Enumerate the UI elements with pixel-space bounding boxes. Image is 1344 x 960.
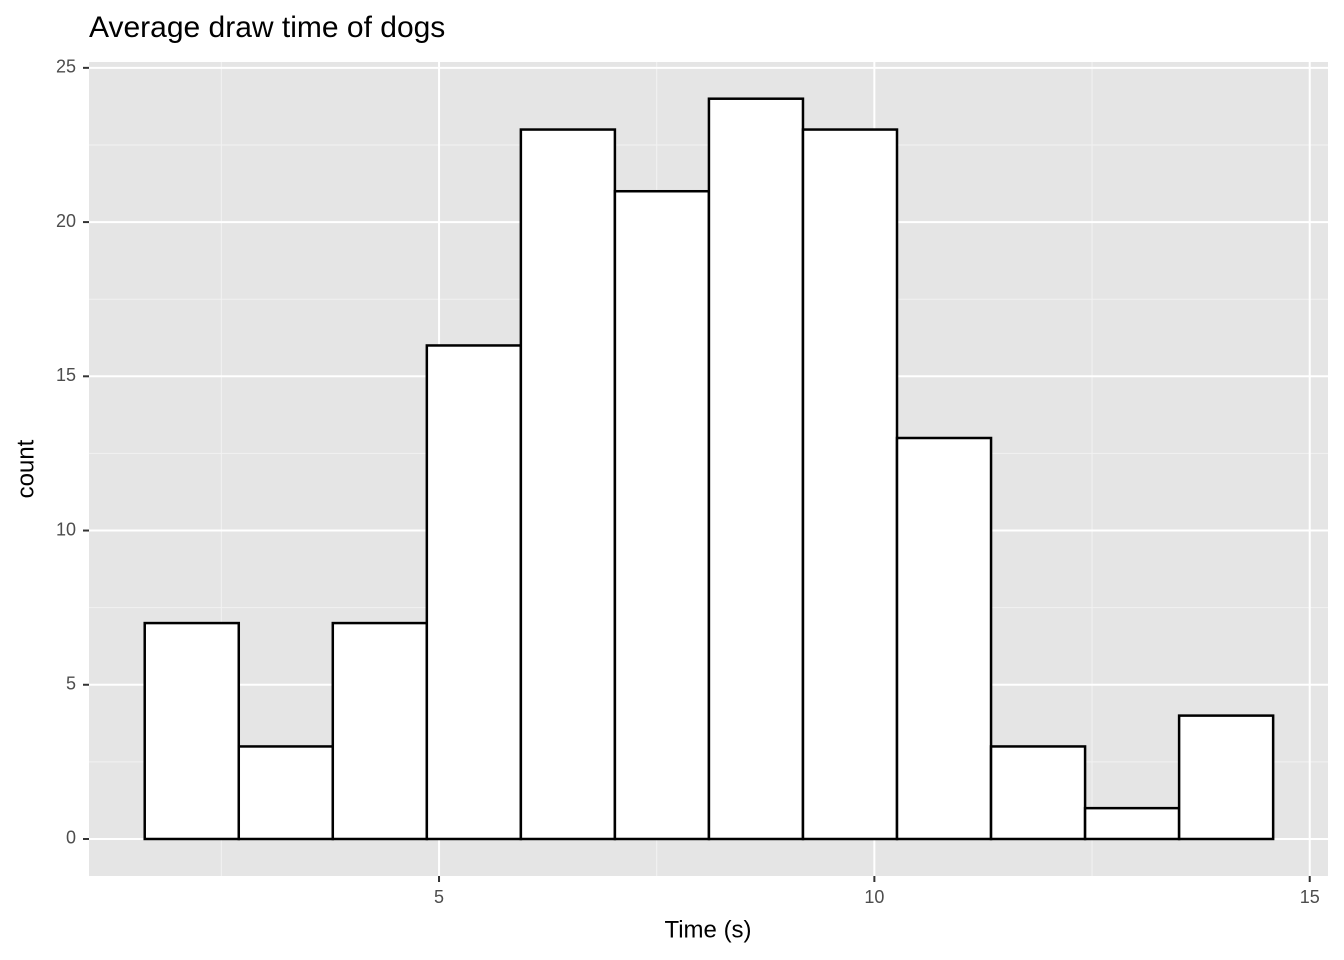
bar [1083, 806, 1181, 841]
x-tick-label: 5 [434, 887, 444, 907]
bar [519, 128, 617, 841]
x-tick-label: 15 [1300, 887, 1320, 907]
bar [425, 344, 523, 841]
bar [331, 621, 429, 841]
y-tick-label: 15 [56, 365, 76, 385]
bar [707, 97, 805, 841]
bar [801, 128, 899, 841]
x-axis-title: Time (s) [664, 916, 751, 943]
y-axis-title: count [12, 439, 39, 498]
y-tick-label: 20 [56, 211, 76, 231]
x-tick-label: 10 [864, 887, 884, 907]
bar [237, 745, 335, 841]
chart-title: Average draw time of dogs [89, 11, 445, 44]
y-tick-label: 5 [66, 674, 76, 694]
bar [143, 621, 241, 841]
y-tick-label: 10 [56, 519, 76, 539]
bar [895, 436, 993, 841]
bar [1177, 714, 1275, 841]
y-tick-label: 0 [66, 828, 76, 848]
bar [613, 189, 711, 841]
y-tick-label: 25 [56, 57, 76, 77]
bar [989, 745, 1087, 841]
